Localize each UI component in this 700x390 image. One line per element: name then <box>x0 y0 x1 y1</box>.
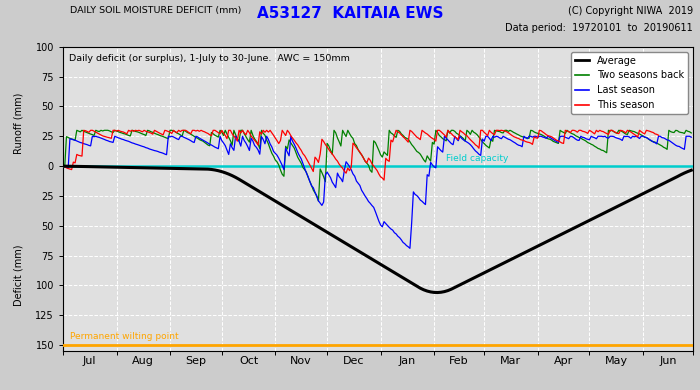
Legend: Average, Two seasons back, Last season, This season: Average, Two seasons back, Last season, … <box>571 51 688 114</box>
Text: (C) Copyright NIWA  2019: (C) Copyright NIWA 2019 <box>568 6 693 16</box>
Text: Deficit (mm): Deficit (mm) <box>14 244 24 306</box>
Text: Data period:  19720101  to  20190611: Data period: 19720101 to 20190611 <box>505 23 693 34</box>
Text: A53127  KAITAIA EWS: A53127 KAITAIA EWS <box>257 6 443 21</box>
Text: Permanent wilting point: Permanent wilting point <box>70 332 178 342</box>
Text: DAILY SOIL MOISTURE DEFICIT (mm): DAILY SOIL MOISTURE DEFICIT (mm) <box>70 6 241 15</box>
Text: Field capacity: Field capacity <box>446 154 509 163</box>
Text: Runoff (mm): Runoff (mm) <box>14 92 24 154</box>
Text: Daily deficit (or surplus), 1-July to 30-June.  AWC = 150mm: Daily deficit (or surplus), 1-July to 30… <box>69 55 350 64</box>
